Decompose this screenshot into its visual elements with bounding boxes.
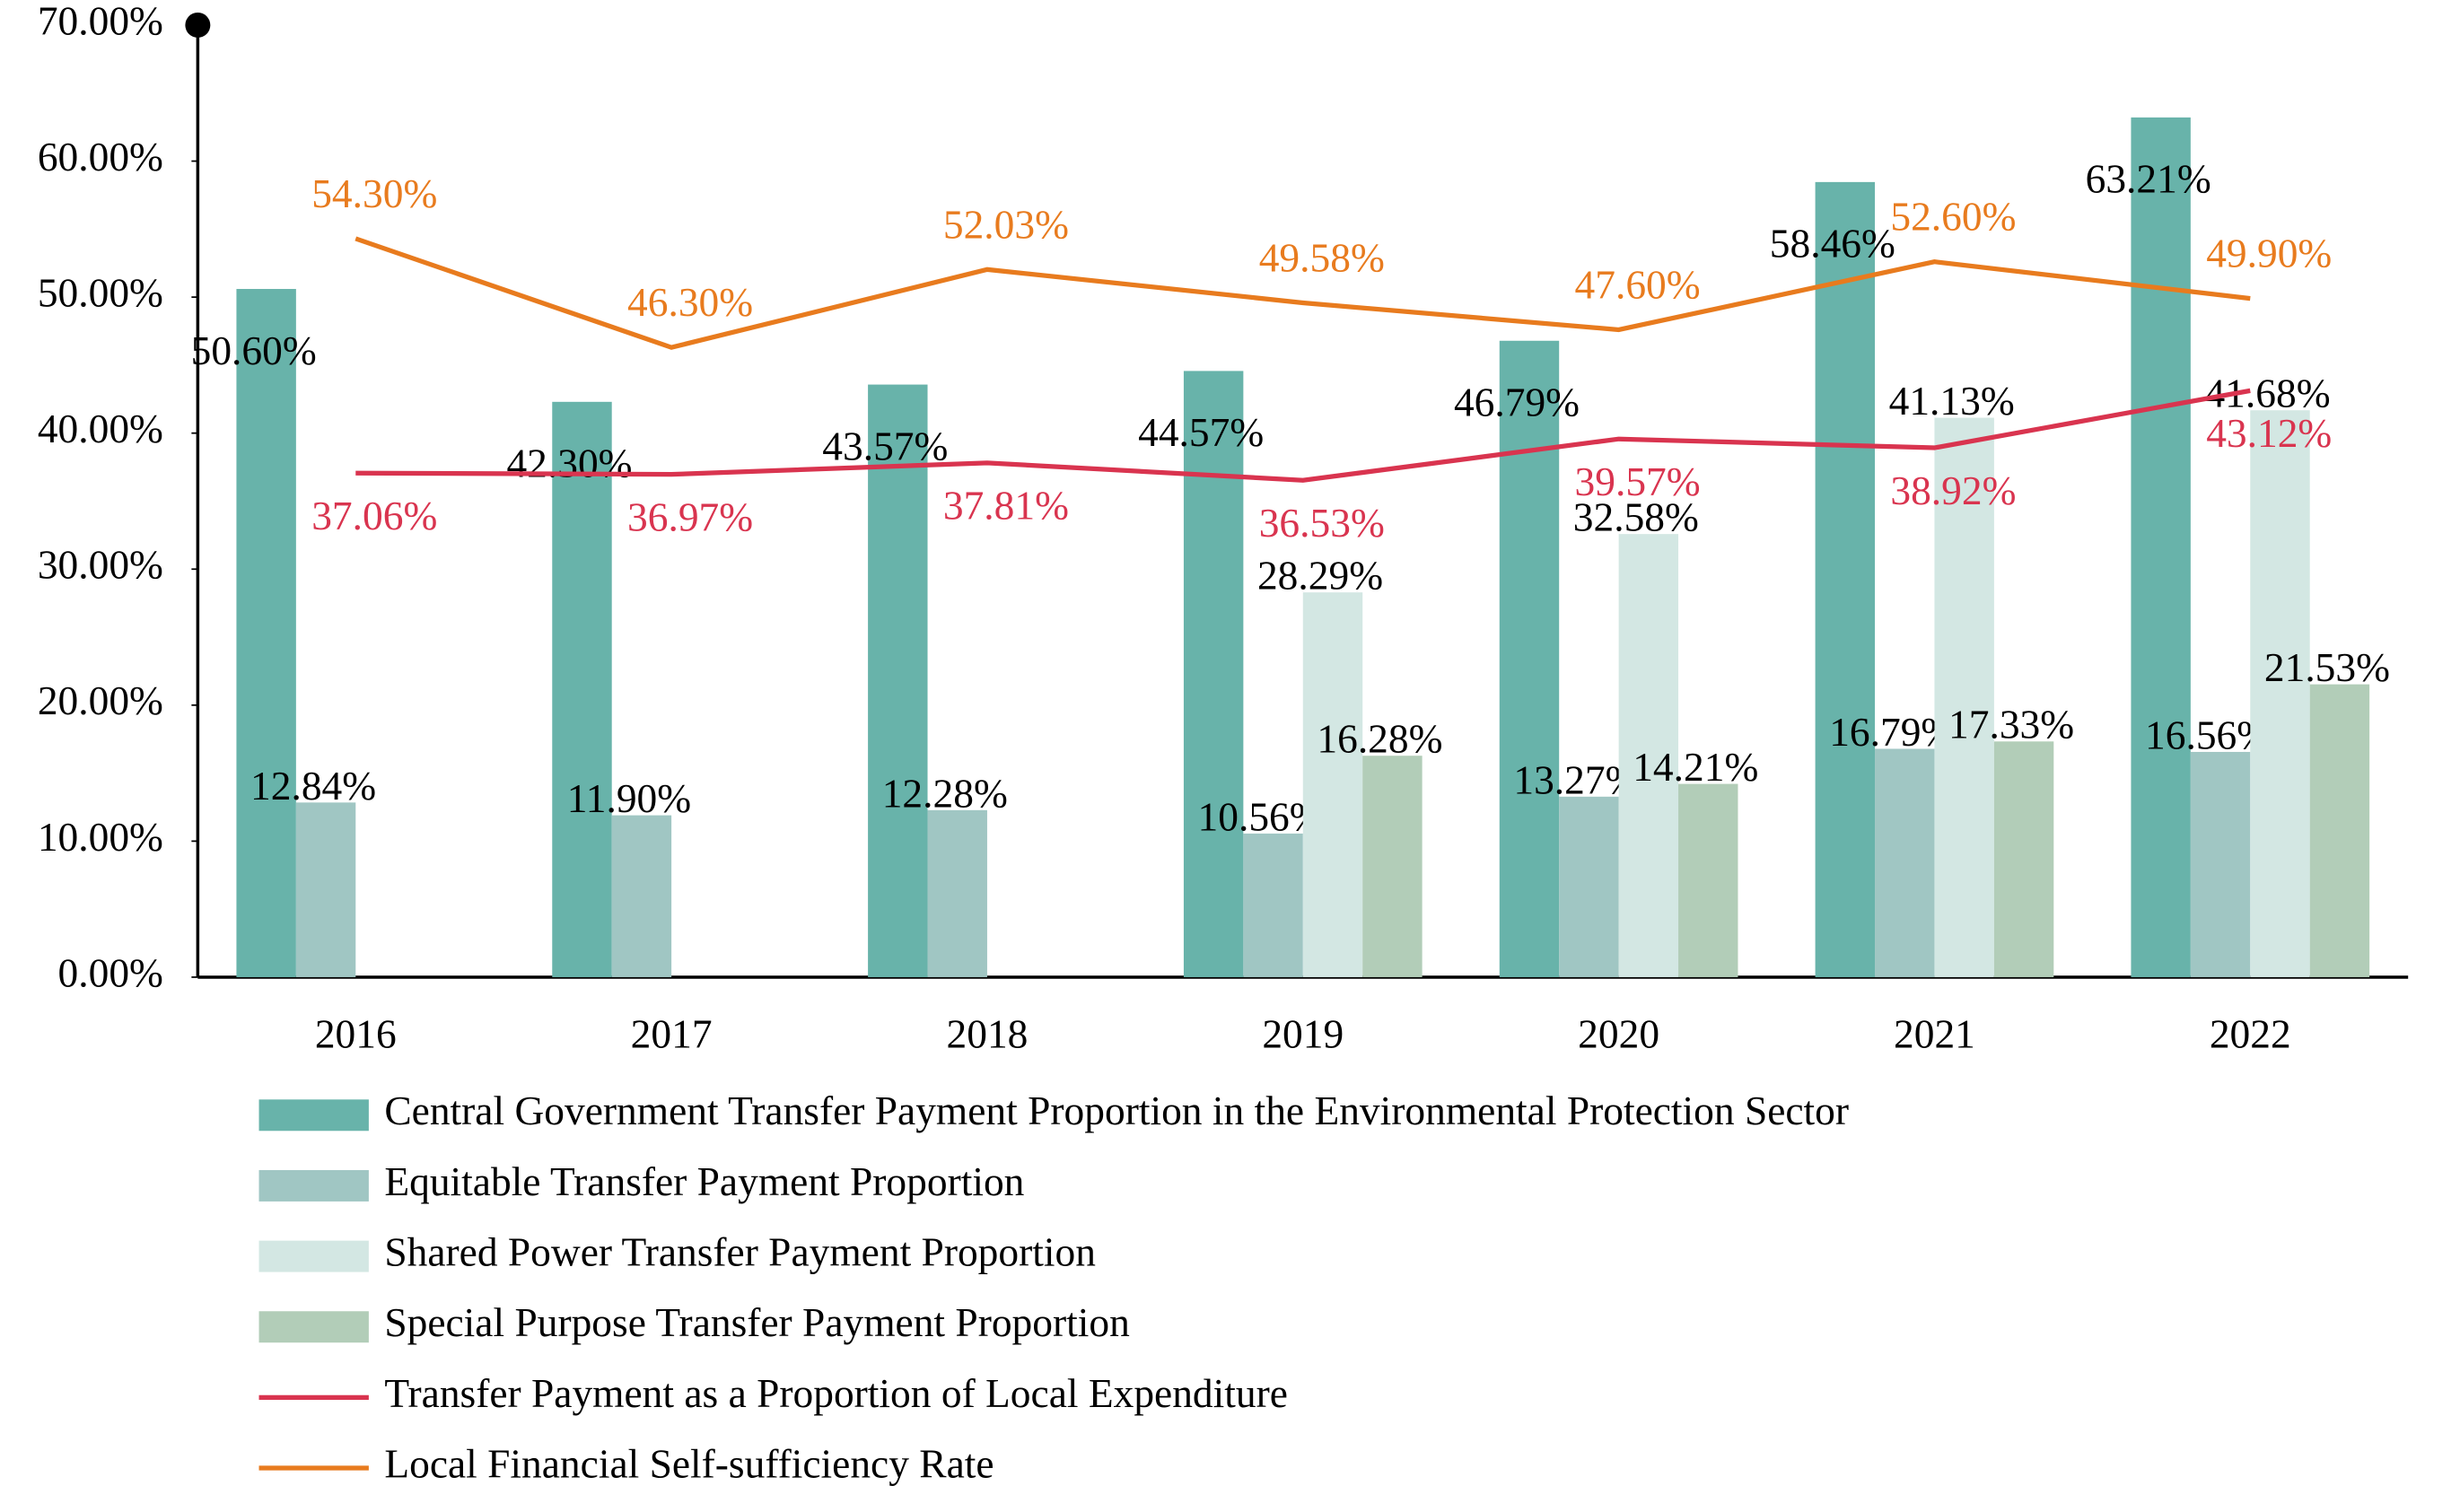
- value-label: 41.13%: [1889, 379, 2015, 424]
- value-label: 36.53%: [1259, 501, 1385, 546]
- bar: [1934, 417, 1994, 977]
- x-tick-label: 2022: [2210, 1012, 2291, 1057]
- legend-label: Central Government Transfer Payment Prop…: [384, 1088, 1849, 1133]
- x-tick-label: 2018: [947, 1012, 1029, 1057]
- value-label: 13.27%: [1513, 757, 1639, 802]
- x-tick-label: 2017: [631, 1012, 713, 1057]
- value-label: 49.58%: [1259, 235, 1385, 280]
- value-label: 63.21%: [2086, 157, 2211, 202]
- bar: [611, 815, 672, 977]
- value-label: 16.28%: [1317, 717, 1442, 762]
- bar: [1815, 181, 1876, 977]
- axis-dot: [185, 12, 211, 38]
- y-tick-label: 70.00%: [38, 0, 163, 43]
- value-label: 12.28%: [882, 771, 1008, 816]
- bar: [2309, 684, 2370, 977]
- x-tick-label: 2020: [1578, 1012, 1659, 1057]
- legend-label: Local Financial Self-sufficiency Rate: [384, 1441, 994, 1486]
- y-tick-label: 60.00%: [38, 135, 163, 179]
- value-label: 32.58%: [1573, 495, 1699, 540]
- value-label: 37.06%: [311, 494, 437, 538]
- value-label: 39.57%: [1575, 459, 1701, 504]
- legend-label: Shared Power Transfer Payment Proportion: [384, 1230, 1096, 1275]
- value-label: 16.79%: [1829, 710, 1955, 755]
- value-label: 52.60%: [1890, 195, 2016, 240]
- value-label: 36.97%: [627, 494, 753, 539]
- value-label: 43.57%: [822, 424, 948, 468]
- value-label: 52.03%: [943, 202, 1069, 247]
- y-tick-label: 0.00%: [58, 950, 163, 995]
- value-label: 37.81%: [943, 484, 1069, 529]
- value-label: 42.30%: [506, 441, 632, 486]
- value-label: 17.33%: [1948, 703, 2074, 747]
- value-label: 49.90%: [2206, 232, 2332, 276]
- legend-label: Transfer Payment as a Proportion of Loca…: [384, 1371, 1288, 1416]
- value-label: 12.84%: [250, 764, 376, 808]
- y-tick-label: 40.00%: [38, 406, 163, 451]
- x-tick-label: 2019: [1262, 1012, 1344, 1057]
- legend-label: Equitable Transfer Payment Proportion: [384, 1159, 1024, 1204]
- bar: [1499, 340, 1560, 977]
- y-tick-label: 50.00%: [38, 271, 163, 316]
- legend-swatch: [258, 1169, 369, 1202]
- value-label: 38.92%: [1890, 468, 2016, 513]
- bar: [1618, 534, 1679, 977]
- x-tick-label: 2021: [1894, 1012, 1975, 1057]
- bar: [1183, 371, 1244, 977]
- value-label: 44.57%: [1138, 410, 1264, 455]
- value-label: 47.60%: [1575, 262, 1701, 307]
- bar: [1302, 592, 1363, 977]
- value-label: 46.79%: [1454, 380, 1580, 425]
- bar: [1559, 796, 1619, 977]
- value-label: 43.12%: [2206, 411, 2332, 456]
- bar: [1362, 756, 1423, 977]
- value-label: 21.53%: [2264, 645, 2390, 690]
- y-tick-label: 10.00%: [38, 815, 163, 860]
- bar: [1243, 833, 1303, 977]
- legend-swatch: [258, 1099, 369, 1132]
- value-label: 11.90%: [567, 776, 691, 821]
- bar: [1678, 783, 1738, 977]
- value-label: 46.30%: [627, 280, 753, 325]
- bar: [927, 809, 987, 977]
- value-label: 54.30%: [311, 171, 437, 216]
- value-label: 14.21%: [1633, 745, 1758, 790]
- y-tick-label: 20.00%: [38, 678, 163, 723]
- value-label: 10.56%: [1198, 794, 1324, 839]
- bar: [236, 289, 296, 977]
- x-tick-label: 2016: [315, 1012, 397, 1057]
- bar: [2250, 410, 2310, 977]
- bar: [2131, 117, 2191, 977]
- line: [355, 236, 2251, 350]
- bar: [868, 384, 928, 977]
- bar: [295, 802, 356, 977]
- value-label: 16.56%: [2145, 712, 2271, 757]
- value-label: 50.60%: [191, 328, 317, 373]
- bar: [1993, 741, 2054, 977]
- legend-swatch: [258, 1240, 369, 1272]
- legend-swatch: [258, 1311, 369, 1343]
- bar: [1875, 748, 1935, 977]
- legend-label: Special Purpose Transfer Payment Proport…: [384, 1300, 1130, 1345]
- y-tick-label: 30.00%: [38, 543, 163, 588]
- bar: [552, 401, 612, 977]
- line: [355, 388, 2251, 483]
- bar: [2190, 751, 2251, 977]
- value-label: 28.29%: [1257, 554, 1383, 599]
- value-label: 58.46%: [1770, 222, 1895, 267]
